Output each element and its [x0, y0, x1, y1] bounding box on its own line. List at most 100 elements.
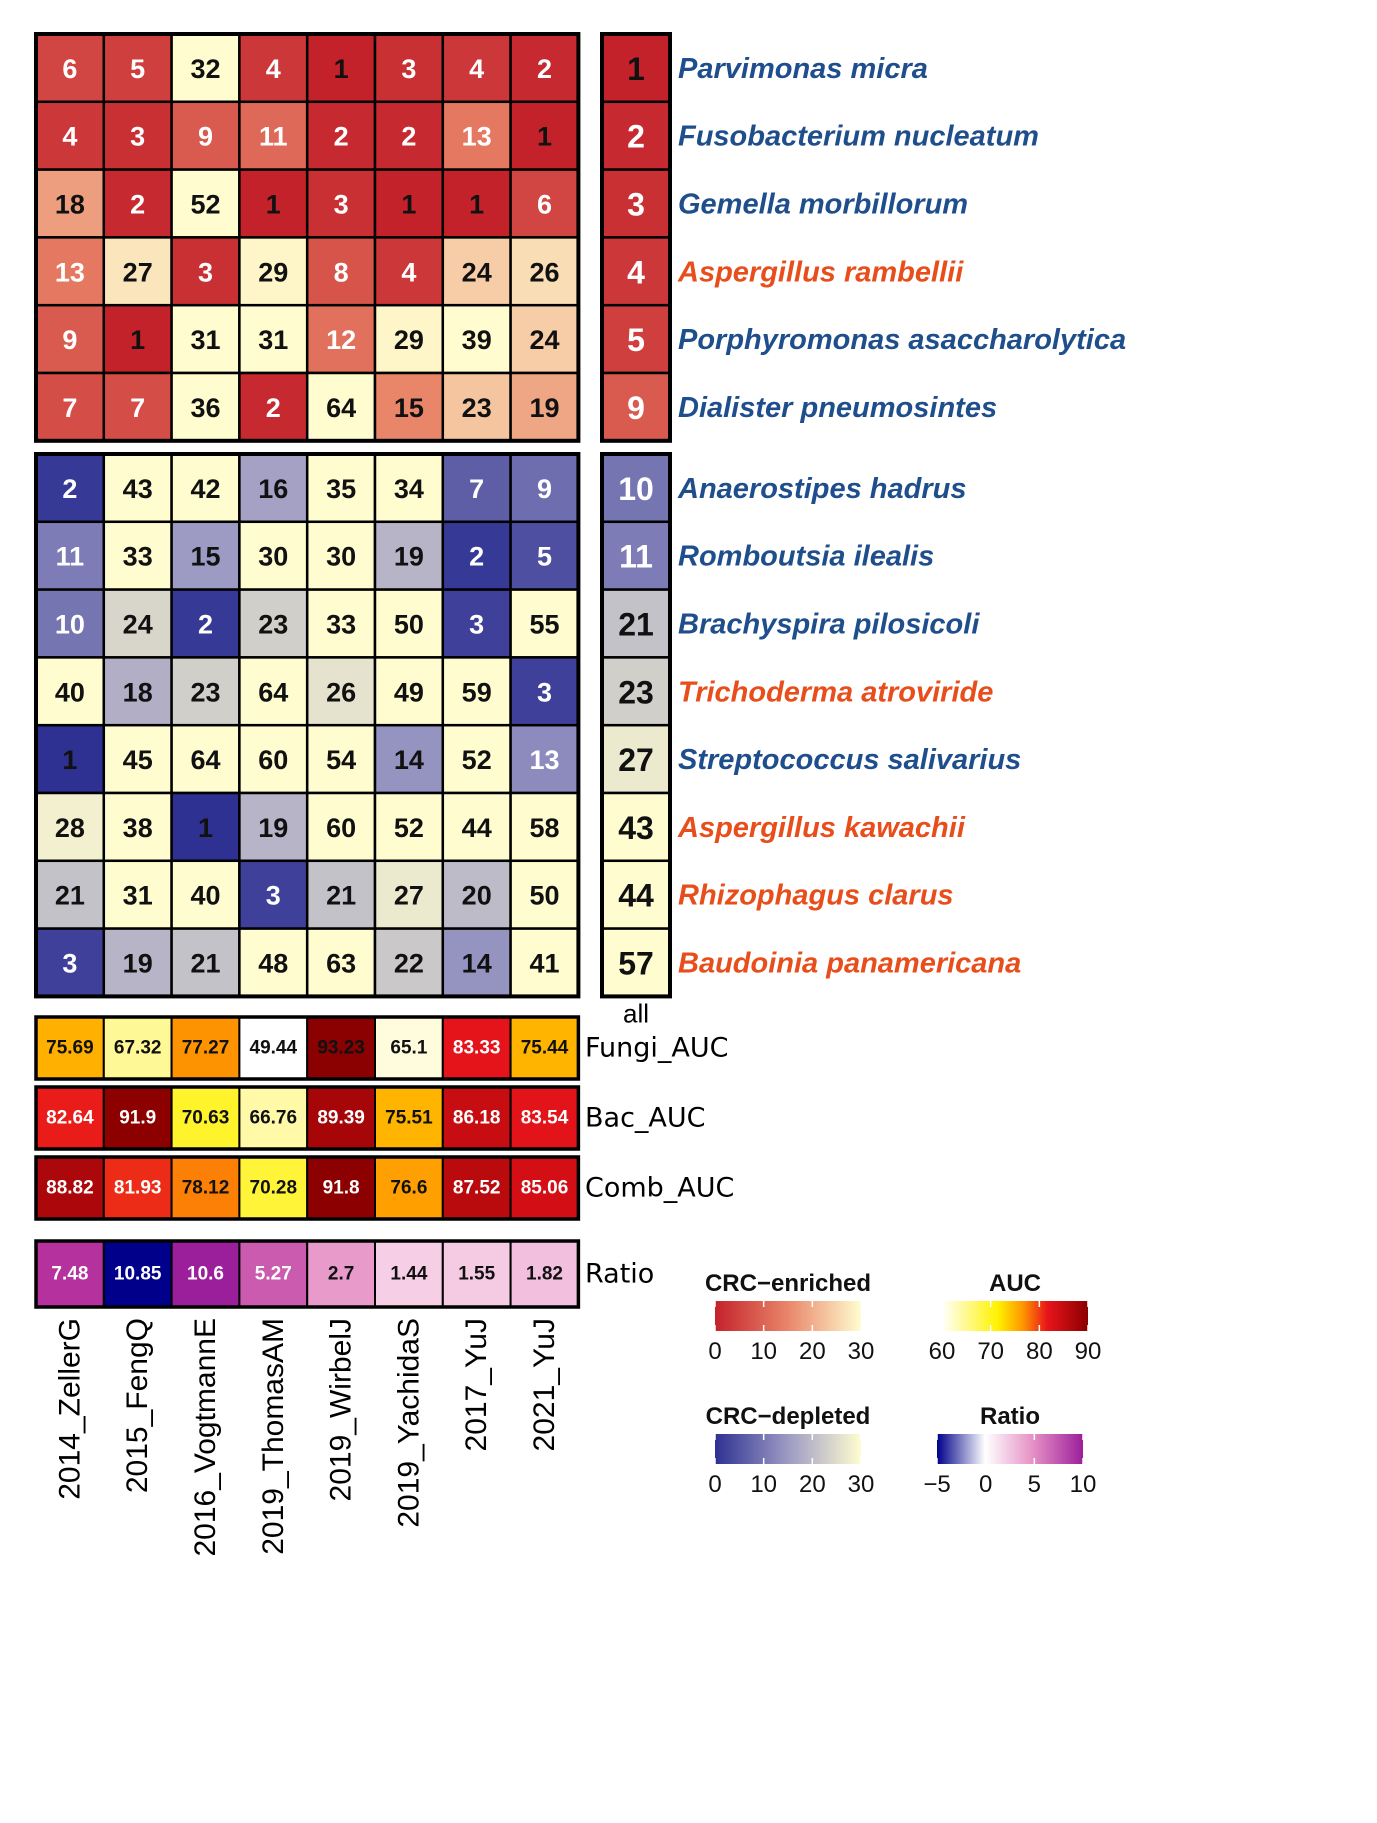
legend-tick-label: 70 [977, 1338, 1004, 1365]
auc-cell [441, 1086, 512, 1150]
legend-tick-label: 10 [1070, 1471, 1097, 1498]
auc-value: 83.33 [453, 1038, 501, 1059]
cell-value: 60 [258, 745, 288, 775]
cell-value: 4 [266, 54, 281, 84]
cell-value: 11 [259, 122, 288, 152]
cell-value: 28 [55, 813, 85, 843]
auc-value: 93.23 [317, 1038, 365, 1059]
auc-heatmap: 75.69 67.32 77.27 49.44 93.23 65.1 83.33 75.44 F… [34, 1015, 734, 1221]
legend-tick-label: 10 [750, 1471, 777, 1498]
legend-tick-label: 5 [1028, 1471, 1041, 1498]
cell-value: 1 [334, 54, 349, 84]
heatmap-cell [441, 927, 512, 998]
cell-value: 50 [529, 881, 559, 911]
cell-value: 30 [258, 542, 288, 572]
heatmap-cell [102, 371, 173, 443]
legend-ratio: Ratio −5 0 5 10 [923, 1403, 1096, 1498]
heatmap-cell [102, 452, 173, 524]
cell-value: 27 [123, 257, 153, 287]
cell-value: 13 [462, 122, 492, 152]
all-block-border [600, 32, 672, 443]
cell-value: 14 [394, 745, 424, 775]
cell-value: 40 [55, 677, 85, 707]
cell-value: 40 [190, 881, 220, 911]
cell-value: 2 [130, 190, 145, 220]
ratio-cell [374, 1240, 444, 1308]
heatmap-cell [373, 520, 445, 591]
cell-value: 52 [190, 190, 220, 220]
cell-value: 19 [394, 542, 424, 572]
enriched-all-column: 1 2 3 4 5 9 [600, 32, 672, 443]
column-label: 2017_YuJ [460, 1318, 493, 1451]
cell-value: 33 [326, 610, 356, 640]
legend-colorbar [937, 1434, 1083, 1464]
all-cell-value: 23 [618, 674, 654, 710]
legend-title: CRC−depleted [706, 1403, 871, 1430]
legend-colorbar [942, 1301, 1088, 1331]
cell-value: 6 [62, 54, 77, 84]
heatmap-cell [102, 588, 173, 659]
auc-value: 70.28 [250, 1178, 298, 1199]
heatmap-cell [238, 100, 309, 171]
heatmap-cell [170, 236, 241, 307]
cell-value: 29 [394, 325, 424, 355]
heatmap-cell [102, 656, 173, 727]
ratio-row-border [34, 1239, 581, 1309]
species-label: Romboutsia ilealis [678, 541, 934, 573]
heatmap-cell [34, 791, 106, 863]
cell-value: 1 [266, 190, 281, 220]
cell-value: 13 [529, 745, 559, 775]
auc-row-label: Fungi_AUC [585, 1033, 729, 1064]
ratio-cell [306, 1240, 377, 1308]
ratio-value: 1.55 [458, 1264, 495, 1285]
heatmap-cell [34, 588, 106, 659]
species-label: Streptococcus salivarius [678, 744, 1021, 776]
cell-value: 64 [326, 393, 356, 423]
cell-value: 31 [123, 881, 153, 911]
block-border [34, 32, 581, 443]
heatmap-cell [441, 656, 512, 727]
auc-value: 91.8 [323, 1178, 360, 1199]
auc-value: 87.52 [453, 1178, 501, 1199]
column-labels: 2014_ZellerG 2015_FengQ 2016_VogtmannE 2019… [53, 1318, 561, 1557]
auc-value: 85.06 [521, 1178, 569, 1199]
cell-value: 30 [326, 542, 356, 572]
auc-cell [374, 1156, 444, 1220]
heatmap-cell [373, 927, 445, 998]
auc-value: 75.69 [46, 1038, 94, 1059]
column-label: 2016_VogtmannE [189, 1318, 222, 1557]
cell-value: 11 [56, 542, 85, 572]
cell-value: 42 [190, 474, 220, 504]
auc-cell [170, 1016, 241, 1080]
cell-value: 14 [462, 949, 492, 979]
cell-value: 31 [190, 325, 220, 355]
all-cell [600, 168, 672, 239]
auc-row-label: Bac_AUC [585, 1103, 706, 1134]
cell-value: 18 [123, 677, 153, 707]
cell-value: 4 [469, 54, 484, 84]
cell-value: 1 [62, 745, 77, 775]
cell-value: 34 [394, 474, 424, 504]
ratio-value: 2.7 [328, 1264, 354, 1285]
heatmap-cell [170, 859, 241, 930]
auc-row-border [34, 1085, 581, 1151]
cell-value: 9 [198, 122, 213, 152]
species-label: Parvimonas micra [678, 53, 928, 85]
legend-tick-label: 0 [979, 1471, 992, 1498]
heatmap-cell [373, 656, 445, 727]
ratio-value: 10.6 [187, 1264, 224, 1285]
legend-colorbar [715, 1301, 861, 1331]
auc-cell [35, 1156, 105, 1220]
cell-value: 43 [123, 474, 153, 504]
all-cell-value: 9 [627, 390, 645, 426]
legend-auc: AUC 60 70 80 90 [929, 1270, 1102, 1365]
cell-value: 55 [529, 610, 559, 640]
cell-value: 45 [123, 745, 153, 775]
cell-value: 13 [55, 257, 85, 287]
all-cell [600, 859, 672, 930]
cell-value: 32 [190, 54, 220, 84]
cell-value: 2 [469, 542, 484, 572]
cell-value: 33 [123, 542, 153, 572]
depleted-heatmap: 2 43 42 16 35 34 7 911 33 15 30 30 19 2 510 24 2 23 33 50 3 5… [34, 452, 581, 999]
ratio-value: 5.27 [255, 1264, 292, 1285]
